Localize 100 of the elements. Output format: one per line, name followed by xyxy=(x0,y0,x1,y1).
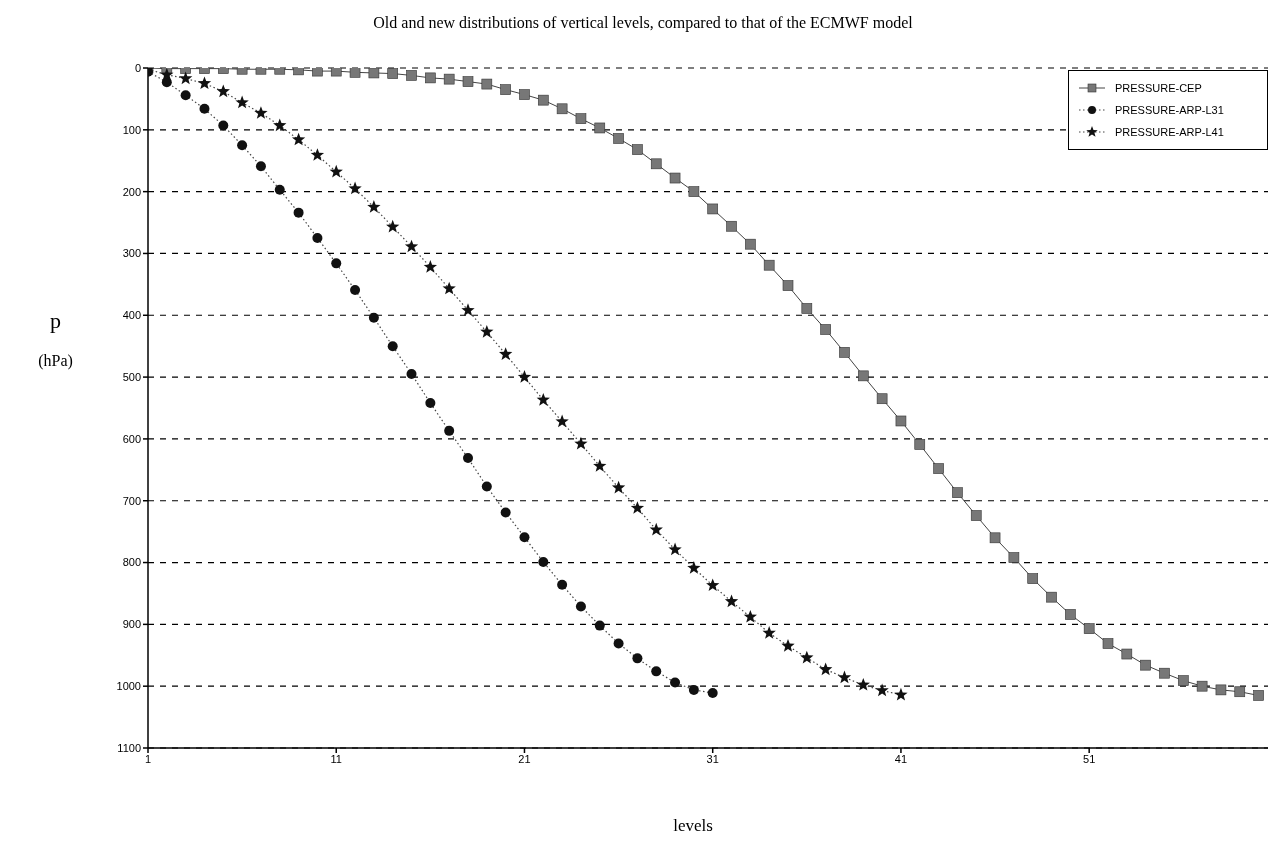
point xyxy=(1008,552,1020,563)
point xyxy=(1083,623,1095,634)
point xyxy=(651,666,662,677)
point xyxy=(875,683,889,697)
point xyxy=(368,312,379,323)
point xyxy=(425,398,436,409)
point xyxy=(782,280,794,291)
point xyxy=(235,95,249,109)
point xyxy=(687,561,701,574)
point xyxy=(500,507,511,518)
point xyxy=(425,72,436,84)
x-tick-label: 31 xyxy=(706,752,719,765)
point xyxy=(668,542,682,556)
point xyxy=(613,638,624,649)
x-tick-label: 51 xyxy=(1083,752,1096,765)
point xyxy=(820,324,831,335)
y-tick-label: 500 xyxy=(122,371,141,383)
point xyxy=(331,258,342,269)
point xyxy=(613,133,624,144)
legend-label: PRESSURE-ARP-L31 xyxy=(1115,104,1224,116)
point xyxy=(895,415,907,427)
point xyxy=(1215,684,1227,696)
point xyxy=(406,369,417,379)
point xyxy=(650,158,662,170)
point xyxy=(481,481,492,492)
point xyxy=(669,172,681,184)
point xyxy=(329,164,343,178)
point xyxy=(894,687,908,701)
x-tick-label: 41 xyxy=(894,752,908,765)
x-tick-label: 21 xyxy=(518,752,531,765)
point xyxy=(180,90,191,101)
point xyxy=(707,687,718,698)
legend-label: PRESSURE-CEP xyxy=(1115,82,1202,94)
y-tick-label: 400 xyxy=(122,309,141,322)
point xyxy=(781,639,795,652)
point xyxy=(837,670,852,684)
point xyxy=(1159,667,1170,679)
point xyxy=(386,219,400,233)
point xyxy=(575,601,586,612)
x-tick-label: 11 xyxy=(330,752,342,765)
point xyxy=(818,662,833,676)
point xyxy=(800,650,814,664)
point xyxy=(801,303,813,314)
point xyxy=(463,453,473,464)
point xyxy=(199,103,210,114)
point xyxy=(536,392,550,406)
point xyxy=(312,68,323,77)
point xyxy=(724,594,739,608)
point xyxy=(312,233,323,243)
point xyxy=(952,487,963,498)
point xyxy=(387,68,399,79)
point xyxy=(1234,686,1246,698)
point xyxy=(707,203,719,215)
point xyxy=(160,68,174,81)
point xyxy=(423,260,438,273)
point xyxy=(444,425,455,436)
point xyxy=(406,70,417,81)
point xyxy=(368,68,380,79)
point xyxy=(310,148,325,161)
point xyxy=(498,347,513,360)
point xyxy=(255,161,266,172)
point xyxy=(914,439,926,450)
point xyxy=(857,370,869,382)
point xyxy=(630,501,645,514)
point xyxy=(594,620,605,631)
point xyxy=(556,103,568,115)
y-tick-label: 1100 xyxy=(117,741,141,754)
point xyxy=(500,84,511,95)
point xyxy=(670,677,681,688)
point xyxy=(1027,573,1039,584)
point xyxy=(594,122,606,134)
point xyxy=(462,76,474,87)
point xyxy=(519,532,530,543)
point xyxy=(348,181,362,195)
x-axis-title: levels xyxy=(672,816,714,836)
point xyxy=(330,68,342,77)
point xyxy=(706,578,720,592)
point xyxy=(293,207,304,218)
point xyxy=(1140,659,1151,671)
point xyxy=(876,393,888,405)
point xyxy=(273,118,287,132)
point xyxy=(575,113,587,124)
point xyxy=(593,459,607,472)
x-tick-label: 1 xyxy=(144,752,152,765)
point xyxy=(291,132,306,146)
point xyxy=(404,239,419,253)
point xyxy=(726,220,737,232)
point xyxy=(517,370,532,383)
point xyxy=(387,341,398,352)
point xyxy=(538,556,549,567)
point xyxy=(481,78,493,90)
point xyxy=(274,184,285,195)
point xyxy=(350,284,361,295)
point xyxy=(745,238,756,250)
y-tick-label: 100 xyxy=(122,123,141,136)
y-tick-label: 600 xyxy=(122,432,141,445)
point xyxy=(197,76,212,90)
point xyxy=(1177,675,1189,686)
point xyxy=(480,324,494,338)
y-tick-label: 800 xyxy=(122,556,141,569)
